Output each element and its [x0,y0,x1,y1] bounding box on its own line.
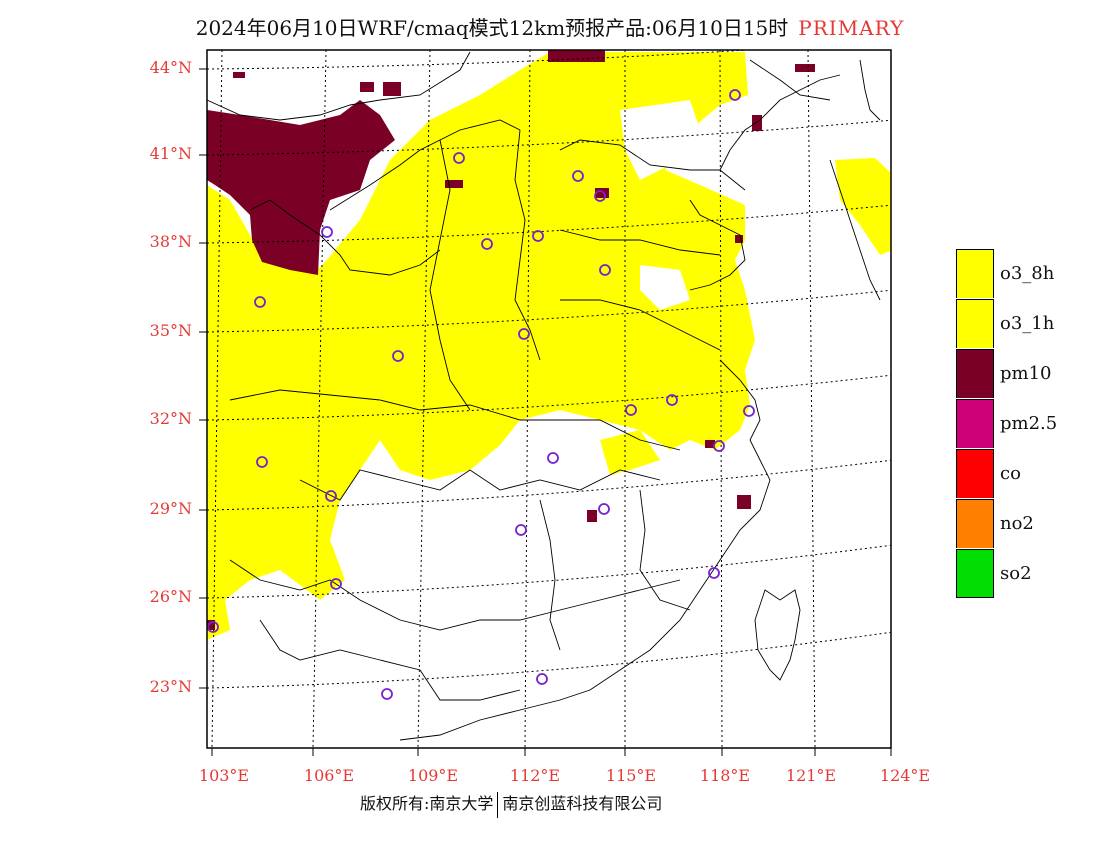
city-marker [572,170,584,182]
lat-label-35: 35°N [149,321,192,340]
pm10-patch [587,510,597,522]
legend-label: o3_8h [1000,262,1055,284]
city-marker [325,490,337,502]
city-marker [254,296,266,308]
title-tag: PRIMARY [798,16,905,40]
lat-label-41: 41°N [149,144,192,163]
lat-label-44: 44°N [149,58,192,77]
city-marker [708,567,720,579]
legend-item-so2: so2 [956,548,1057,598]
city-marker [599,264,611,276]
pm10-patch [795,64,815,72]
legend-swatch [956,548,994,598]
lon-label-112: 112°E [509,766,561,785]
clear-gap-central [640,265,690,310]
legend-swatch [956,448,994,498]
o3-region-east [835,158,891,255]
city-marker [515,524,527,536]
lon-label-109: 109°E [407,766,459,785]
lon-label-118: 118°E [699,766,751,785]
pm10-patch [752,115,762,131]
pollutant-legend: o3_8h o3_1h pm10 pm2.5 co no2 so2 [956,248,1057,598]
city-marker [381,688,393,700]
lon-label-124: 124°E [879,766,931,785]
city-marker [594,190,606,202]
city-marker [330,578,342,590]
city-marker [729,89,741,101]
title-main: 2024年06月10日WRF/cmaq模式12km预报产品:06月10日15时 [195,16,789,40]
legend-item-no2: no2 [956,498,1057,548]
pm10-patch [360,82,374,92]
city-marker [532,230,544,242]
legend-swatch [956,248,994,298]
legend-label: no2 [1000,512,1034,534]
city-marker [713,440,725,452]
city-marker [207,621,219,633]
pm10-region [207,100,395,275]
copyright-footer: 版权所有:南京大学 南京创蓝科技有限公司 [360,790,662,818]
city-marker [625,404,637,416]
city-marker [453,152,465,164]
lat-label-38: 38°N [149,232,192,251]
footer-right: 南京创蓝科技有限公司 [502,794,663,813]
legend-swatch [956,398,994,448]
map-title: 2024年06月10日WRF/cmaq模式12km预报产品:06月10日15时 P… [0,12,1100,41]
map-frame [206,49,892,749]
lat-label-32: 32°N [149,409,192,428]
pm10-patch [705,440,715,448]
city-marker [518,328,530,340]
pm10-patch [737,495,751,509]
legend-item-o3-8h: o3_8h [956,248,1057,298]
pm10-patch [735,235,743,243]
legend-item-pm10: pm10 [956,348,1057,398]
lat-label-26: 26°N [149,587,192,606]
legend-swatch [956,298,994,348]
legend-item-pm25: pm2.5 [956,398,1057,448]
pm10-patch [233,72,245,78]
axis-ticks [199,68,892,756]
pm10-patch [383,82,401,96]
city-marker [743,405,755,417]
legend-label: pm2.5 [1000,412,1058,434]
legend-label: co [1000,462,1021,484]
city-marker [547,452,559,464]
lat-label-23: 23°N [149,677,192,696]
lon-label-106: 106°E [303,766,355,785]
city-marker [481,238,493,250]
city-marker [598,503,610,515]
legend-item-co: co [956,448,1057,498]
footer-left: 版权所有:南京大学 [360,794,494,813]
legend-swatch [956,348,994,398]
lon-label-121: 121°E [785,766,837,785]
lon-label-103: 103°E [198,766,250,785]
city-marker [256,456,268,468]
lon-label-115: 115°E [605,766,657,785]
legend-swatch [956,498,994,548]
city-marker [536,673,548,685]
pm10-patch [207,620,215,630]
city-marker [666,394,678,406]
pm10-patch [445,180,463,188]
city-markers [207,89,755,700]
pm10-patch [595,188,609,198]
city-marker [392,350,404,362]
lat-label-29: 29°N [149,499,192,518]
clear-gap-north [620,100,700,180]
legend-item-o3-1h: o3_1h [956,298,1057,348]
boundaries [207,51,881,741]
legend-label: pm10 [1000,362,1052,384]
city-marker [321,226,333,238]
legend-label: o3_1h [1000,312,1055,334]
pm10-region-top [548,50,605,62]
o3-region [207,52,755,640]
footer-separator [497,791,499,818]
legend-label: so2 [1000,562,1032,584]
